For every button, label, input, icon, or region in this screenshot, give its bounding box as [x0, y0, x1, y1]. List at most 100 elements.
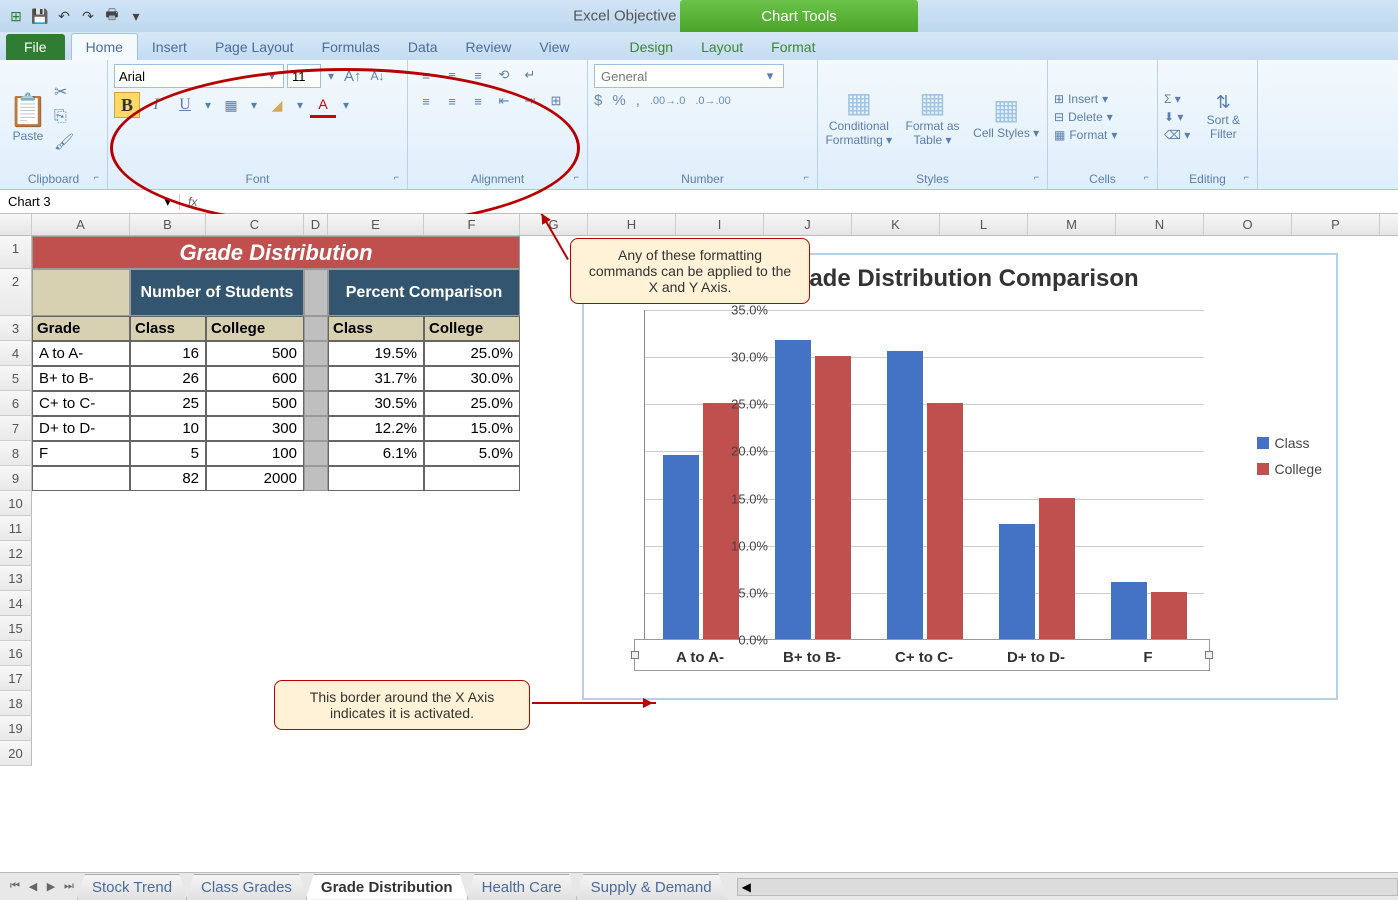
table-cell[interactable]: 82: [130, 466, 206, 491]
table-cell[interactable]: 500: [206, 341, 304, 366]
tab-view[interactable]: View: [525, 34, 583, 60]
column-header[interactable]: N: [1116, 214, 1204, 235]
table-cell[interactable]: C+ to C-: [32, 391, 130, 416]
row-header[interactable]: 10: [0, 491, 32, 516]
cut-icon[interactable]: ✂: [54, 82, 74, 102]
table-cell[interactable]: 600: [206, 366, 304, 391]
fill-icon[interactable]: ⬇ ▾: [1164, 110, 1190, 124]
table-cell[interactable]: 30.0%: [424, 366, 520, 391]
table-cell[interactable]: 6.1%: [328, 441, 424, 466]
table-cell[interactable]: 100: [206, 441, 304, 466]
chart-bar[interactable]: [703, 403, 739, 639]
row-header[interactable]: 16: [0, 641, 32, 666]
column-header[interactable]: K: [852, 214, 940, 235]
chart-bar[interactable]: [1039, 498, 1075, 639]
column-header[interactable]: H: [588, 214, 676, 235]
sheet-tab[interactable]: Health Care: [467, 874, 577, 900]
decrease-decimal-icon[interactable]: .0→.00: [695, 95, 730, 107]
paste-button[interactable]: 📋 Paste: [6, 91, 50, 143]
table-subheader[interactable]: College: [424, 316, 520, 341]
chart-bar[interactable]: [887, 351, 923, 639]
chart-bar[interactable]: [815, 356, 851, 639]
chart-bar[interactable]: [1151, 592, 1187, 639]
indent-inc-icon[interactable]: ⇥: [518, 90, 542, 112]
format-painter-icon[interactable]: 🖌: [54, 132, 74, 152]
font-color-icon[interactable]: A: [310, 92, 336, 118]
sheet-tab[interactable]: Class Grades: [186, 874, 307, 900]
tab-home[interactable]: Home: [71, 33, 138, 60]
row-header[interactable]: 12: [0, 541, 32, 566]
row-header[interactable]: 11: [0, 516, 32, 541]
chart-bar[interactable]: [1111, 582, 1147, 640]
row-header[interactable]: 19: [0, 716, 32, 741]
row-header[interactable]: 1: [0, 236, 32, 269]
column-header[interactable]: I: [676, 214, 764, 235]
select-all-corner[interactable]: [0, 214, 32, 235]
table-cell[interactable]: [304, 391, 328, 416]
row-header[interactable]: 6: [0, 391, 32, 416]
table-cell[interactable]: 15.0%: [424, 416, 520, 441]
row-header[interactable]: 9: [0, 466, 32, 491]
save-icon[interactable]: 💾: [30, 6, 50, 26]
borders-icon[interactable]: ▦: [218, 92, 244, 118]
column-header[interactable]: P: [1292, 214, 1380, 235]
bold-button[interactable]: B: [114, 92, 140, 118]
chart-bar[interactable]: [927, 403, 963, 639]
decrease-font-icon[interactable]: A↓: [368, 69, 388, 83]
table-cell[interactable]: [32, 269, 130, 316]
row-header[interactable]: 8: [0, 441, 32, 466]
row-header[interactable]: 17: [0, 666, 32, 691]
tab-insert[interactable]: Insert: [138, 34, 201, 60]
merge-icon[interactable]: ⊞: [544, 90, 568, 112]
tab-data[interactable]: Data: [394, 34, 452, 60]
indent-dec-icon[interactable]: ⇤: [492, 90, 516, 112]
copy-icon[interactable]: ⎘: [54, 108, 74, 126]
align-bottom-icon[interactable]: ≡: [466, 64, 490, 86]
row-header[interactable]: 5: [0, 366, 32, 391]
table-cell[interactable]: 25.0%: [424, 391, 520, 416]
table-subheader[interactable]: [304, 316, 328, 341]
delete-button[interactable]: ⊟Delete ▾: [1054, 110, 1117, 124]
table-cell[interactable]: 10: [130, 416, 206, 441]
horizontal-scrollbar[interactable]: ◀: [737, 878, 1398, 896]
comma-icon[interactable]: ,: [636, 92, 640, 109]
table-cell[interactable]: 19.5%: [328, 341, 424, 366]
table-cell[interactable]: 16: [130, 341, 206, 366]
row-header[interactable]: 3: [0, 316, 32, 341]
table-cell[interactable]: 25: [130, 391, 206, 416]
table-cell[interactable]: A to A-: [32, 341, 130, 366]
column-header[interactable]: D: [304, 214, 328, 235]
table-cell[interactable]: 300: [206, 416, 304, 441]
chevron-down-icon[interactable]: ▾: [247, 98, 261, 112]
table-cell[interactable]: D+ to D-: [32, 416, 130, 441]
chart-object[interactable]: Grade Distribution Comparison A to A-B+ …: [582, 253, 1338, 700]
tab-nav-next-icon[interactable]: ▶: [42, 878, 60, 896]
tab-formulas[interactable]: Formulas: [308, 34, 394, 60]
chart-bar[interactable]: [999, 524, 1035, 639]
table-cell[interactable]: 26: [130, 366, 206, 391]
fx-icon[interactable]: fx: [180, 195, 205, 209]
chart-legend[interactable]: Class College: [1257, 435, 1322, 487]
header-number-students[interactable]: Number of Students: [130, 269, 304, 316]
row-header[interactable]: 2: [0, 269, 32, 316]
table-cell[interactable]: [328, 466, 424, 491]
tab-nav-last-icon[interactable]: ⏭: [60, 878, 78, 896]
increase-font-icon[interactable]: A↑: [341, 68, 365, 85]
table-cell[interactable]: [304, 416, 328, 441]
table-cell[interactable]: 25.0%: [424, 341, 520, 366]
column-header[interactable]: G: [520, 214, 588, 235]
table-subheader[interactable]: Grade: [32, 316, 130, 341]
tab-format[interactable]: Format: [757, 34, 829, 60]
tab-layout[interactable]: Layout: [687, 34, 757, 60]
row-header[interactable]: 13: [0, 566, 32, 591]
chevron-down-icon[interactable]: ▾: [324, 69, 338, 83]
row-header[interactable]: 7: [0, 416, 32, 441]
table-cell[interactable]: [424, 466, 520, 491]
table-cell[interactable]: 2000: [206, 466, 304, 491]
scroll-left-icon[interactable]: ◀: [742, 880, 751, 894]
table-subheader[interactable]: Class: [130, 316, 206, 341]
row-header[interactable]: 14: [0, 591, 32, 616]
undo-icon[interactable]: ↶: [54, 6, 74, 26]
font-name-select[interactable]: Arial▾: [114, 64, 284, 88]
table-cell[interactable]: 12.2%: [328, 416, 424, 441]
